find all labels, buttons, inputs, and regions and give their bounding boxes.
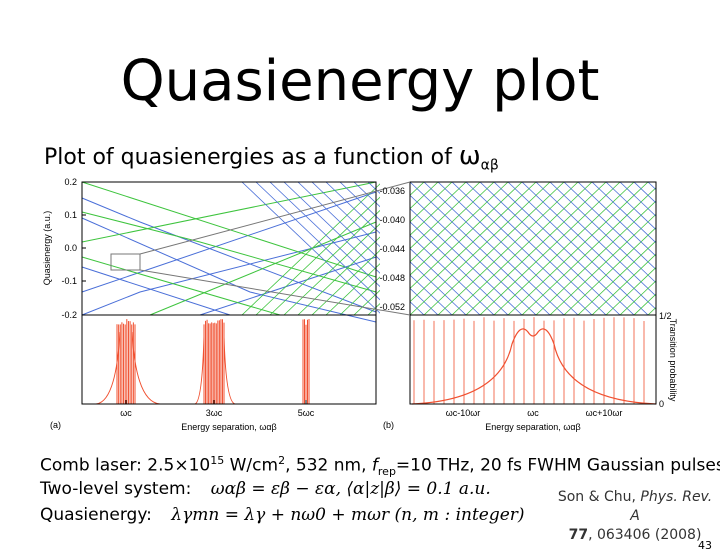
left-frame bbox=[82, 182, 376, 404]
two-level-label: Two-level system: bbox=[40, 479, 191, 499]
right-ytick-label: -0.048 bbox=[379, 273, 405, 283]
citation-pages: , 063406 (2008) bbox=[588, 527, 701, 543]
page-number: 43 bbox=[698, 539, 712, 552]
right-xtick-label: ωc bbox=[527, 408, 539, 418]
right-ylabel: Transition probability bbox=[668, 319, 678, 402]
left-xtick-label: ωc bbox=[120, 408, 132, 418]
citation-volume: 77 bbox=[569, 527, 588, 543]
green-level-0 bbox=[82, 182, 376, 242]
left-ytick-label: 0.2 bbox=[64, 177, 77, 187]
left-xtick-label: 5ωc bbox=[298, 408, 315, 418]
right-ytick-label: -0.052 bbox=[379, 302, 405, 312]
quasienergy-line: Quasienergy: λγmn = λγ + nω0 + mωr (n, m… bbox=[40, 504, 525, 526]
right-xtick-label: ωc-10ωr bbox=[446, 408, 481, 418]
comb-rep: rep bbox=[378, 465, 396, 478]
right-xlabel: Energy separation, ωαβ bbox=[485, 422, 580, 432]
left-ytick-label: 0.1 bbox=[64, 210, 77, 220]
left-ytick-label: -0.1 bbox=[61, 276, 77, 286]
right-ytick-label: -0.044 bbox=[379, 244, 405, 254]
green-level-2 bbox=[82, 257, 280, 315]
zoom-box bbox=[111, 254, 140, 270]
left-xlabel: Energy separation, ωαβ bbox=[181, 422, 276, 432]
two-level-line: Two-level system: ωαβ = εβ − εα, ⟨α|z|β⟩… bbox=[40, 478, 491, 500]
panel-label-b: (b) bbox=[383, 420, 394, 430]
left-ylabel: Quasienergy (a.u.) bbox=[42, 211, 52, 286]
panel-label-a: (a) bbox=[50, 420, 61, 430]
comb-units: W/cm bbox=[224, 456, 278, 476]
green-level-4 bbox=[82, 212, 376, 292]
left-ytick-label: 0.0 bbox=[64, 243, 77, 253]
blue-level-1 bbox=[82, 192, 376, 292]
right-xtick-label: ωc+10ωr bbox=[586, 408, 623, 418]
citation-authors: Son & Chu, bbox=[558, 489, 641, 505]
quasienergy-label: Quasienergy: bbox=[40, 505, 152, 525]
comb-wavelength: , 532 nm, bbox=[285, 456, 372, 476]
zoom-connector-top bbox=[140, 182, 410, 254]
comb-prefix: Comb laser: 2.5×10 bbox=[40, 456, 210, 476]
two-level-equation: ωαβ = εβ − εα, ⟨α|z|β⟩ = 0.1 a.u. bbox=[211, 479, 491, 499]
slide-title: Quasienergy plot bbox=[0, 52, 720, 112]
left-xtick-label: 3ωc bbox=[206, 408, 223, 418]
quasienergy-equation: λγmn = λγ + nω0 + mωr (n, m : integer) bbox=[171, 505, 524, 525]
subtitle-text: Plot of quasienergies as a function of bbox=[44, 145, 459, 170]
left-ytick-label: -0.2 bbox=[61, 310, 77, 320]
right-ytick-label: -0.036 bbox=[379, 186, 405, 196]
mesh-mask-right bbox=[656, 180, 720, 317]
comb-suffix: =10 THz, 20 fs FWHM Gaussian pulses bbox=[396, 456, 720, 476]
citation: Son & Chu, Phys. Rev. A 77, 063406 (2008… bbox=[555, 488, 715, 545]
comb-exponent: 15 bbox=[210, 454, 224, 467]
omega-subscript: αβ bbox=[481, 157, 499, 173]
right-ytick-label: -0.040 bbox=[379, 215, 405, 225]
blue-level-2 bbox=[82, 198, 376, 312]
citation-journal: Phys. Rev. A bbox=[630, 489, 712, 524]
prob-tick-zero: 0 bbox=[659, 399, 664, 409]
blue-level-5 bbox=[82, 232, 376, 315]
omega-symbol: ω bbox=[459, 141, 481, 171]
quasienergy-figure: 0.2 0.1 0.0 -0.1 -0.2 Quasienergy (a.u.) -0.03… bbox=[0, 172, 720, 442]
